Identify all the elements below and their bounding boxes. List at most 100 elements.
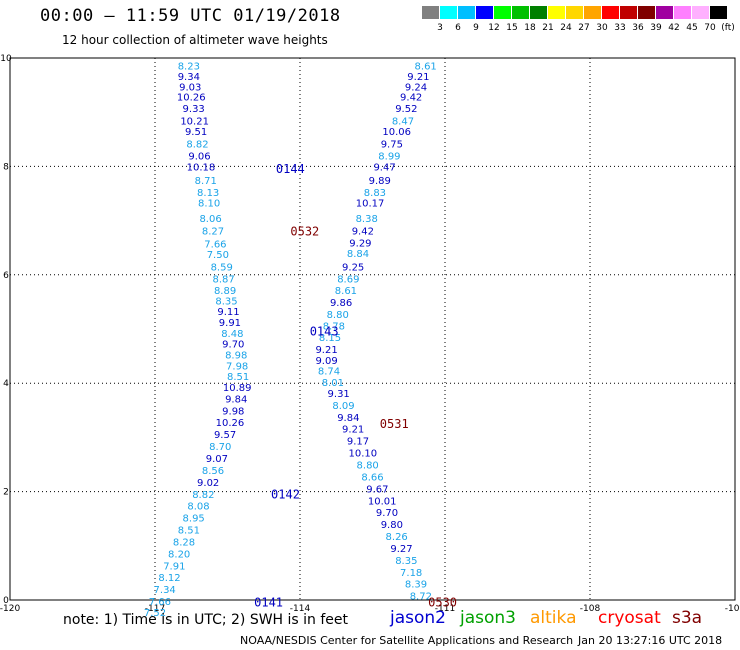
wave-height-label: 10.06 <box>382 127 411 138</box>
wave-height-label: 8.01 <box>322 378 344 389</box>
y-tick-label: 2 <box>3 488 9 498</box>
scale-swatch <box>566 6 583 19</box>
wave-height-label: 8.09 <box>332 401 354 412</box>
scale-swatch <box>476 6 493 19</box>
wave-height-label: 9.70 <box>222 340 244 351</box>
scale-label: 9 <box>473 23 479 33</box>
wave-height-label: 9.80 <box>381 520 403 531</box>
wave-height-label: 8.15 <box>319 333 341 344</box>
scale-label: 18 <box>524 23 536 33</box>
x-tick-label: -111 <box>435 604 455 614</box>
wave-height-label: 10.21 <box>180 116 209 127</box>
wave-height-label: 9.84 <box>225 394 247 405</box>
wave-height-label: 9.47 <box>373 162 395 173</box>
pass-time-label: 0142 <box>271 487 300 501</box>
wave-height-label: 8.26 <box>386 532 408 543</box>
x-tick-label: -105 <box>725 604 740 614</box>
pass-time-label: 0531 <box>380 417 409 431</box>
wave-height-label: 9.27 <box>390 544 412 555</box>
wave-height-label: 8.99 <box>378 152 400 163</box>
wave-height-label: 10.10 <box>349 449 378 460</box>
wave-height-label: 9.21 <box>315 345 337 356</box>
wave-height-label: 8.23 <box>178 62 200 73</box>
scale-label: 21 <box>542 23 554 33</box>
wave-height-label: 7.18 <box>400 568 422 579</box>
wave-height-label: 9.03 <box>179 83 201 94</box>
scale-label: 33 <box>614 23 626 33</box>
wave-height-label: 9.07 <box>206 454 228 465</box>
wave-height-label: 8.27 <box>202 226 224 237</box>
wave-height-label: 8.78 <box>323 322 345 333</box>
wave-height-label: 8.74 <box>318 367 340 378</box>
y-tick-label: 4 <box>3 379 9 389</box>
page-title: 00:00 – 11:59 UTC 01/19/2018 <box>40 6 341 26</box>
wave-height-label: 9.51 <box>185 127 207 138</box>
wave-height-label: 8.61 <box>335 286 357 297</box>
wave-height-label: 8.48 <box>221 329 243 340</box>
wave-height-label: 10.26 <box>177 92 206 103</box>
wave-height-label: 10.89 <box>223 383 252 394</box>
wave-height-label: 9.42 <box>400 92 422 103</box>
wave-height-label: 7.50 <box>207 250 229 261</box>
scale-swatch <box>656 6 673 19</box>
scale-label: 3 <box>437 23 443 33</box>
satellite-legend-jason3: jason3 <box>460 608 516 628</box>
wave-height-label: 9.75 <box>381 140 403 151</box>
wave-height-label: 8.38 <box>356 214 378 225</box>
page-subtitle: 12 hour collection of altimeter wave hei… <box>62 33 328 47</box>
wave-height-label: 9.89 <box>369 176 391 187</box>
wave-height-label: 8.59 <box>211 263 233 274</box>
scale-swatch <box>584 6 601 19</box>
x-tick-label: -120 <box>0 604 20 614</box>
wave-height-label: 8.70 <box>209 442 231 453</box>
wave-height-label: 8.51 <box>227 372 249 383</box>
wave-height-label: 8.39 <box>405 580 427 591</box>
wave-height-label: 8.08 <box>187 502 209 513</box>
wave-height-label: 10.18 <box>187 162 216 173</box>
wave-height-label: 7.52 <box>144 608 166 619</box>
wave-height-label: 7.66 <box>149 597 171 608</box>
wave-height-label: 9.67 <box>366 484 388 495</box>
wave-height-label: 8.95 <box>183 514 205 525</box>
wave-height-label: 8.13 <box>197 188 219 199</box>
scale-swatch <box>710 6 727 19</box>
wave-height-label: 8.71 <box>195 176 217 187</box>
wave-height-label: 9.17 <box>347 437 369 448</box>
wave-height-label: 9.06 <box>188 152 210 163</box>
wave-height-label: 7.91 <box>163 561 185 572</box>
wave-height-label: 8.35 <box>215 296 237 307</box>
pass-time-label: 0144 <box>276 162 305 176</box>
wave-height-label: 9.86 <box>330 298 352 309</box>
wave-height-label: 8.35 <box>395 556 417 567</box>
scale-swatch <box>422 6 439 19</box>
wave-height-label: 10.26 <box>216 418 245 429</box>
scale-label: 27 <box>578 23 590 33</box>
wave-height-label: 8.61 <box>415 62 437 73</box>
wave-height-label: 8.20 <box>168 549 190 560</box>
wave-height-label: 9.09 <box>315 356 337 367</box>
wave-height-label: 9.24 <box>405 83 427 94</box>
wave-height-label: 8.51 <box>178 526 200 537</box>
wave-height-label: 9.21 <box>342 425 364 436</box>
wave-height-label: 9.52 <box>395 104 417 115</box>
scale-label: 24 <box>560 23 572 33</box>
wave-height-label: 8.89 <box>214 286 236 297</box>
scale-label: 6 <box>455 23 461 33</box>
wave-height-label: 8.06 <box>199 214 221 225</box>
wave-height-label: 8.80 <box>327 310 349 321</box>
wave-height-label: 10.01 <box>368 496 397 507</box>
wave-height-label: 9.34 <box>178 72 200 83</box>
scale-label: 45 <box>686 23 698 33</box>
wave-height-label: 7.34 <box>154 585 176 596</box>
wave-height-label: 8.12 <box>158 573 180 584</box>
wave-height-label: 9.98 <box>222 406 244 417</box>
scale-label: 70 <box>704 23 716 33</box>
note-text: note: 1) Time is in UTC; 2) SWH is in fe… <box>63 612 349 628</box>
wave-height-label: 8.84 <box>347 249 369 260</box>
scale-swatch <box>530 6 547 19</box>
scale-swatch <box>620 6 637 19</box>
wave-height-label: 10.17 <box>356 199 385 210</box>
scale-label: 42 <box>668 23 680 33</box>
wave-height-label: 9.57 <box>214 430 236 441</box>
